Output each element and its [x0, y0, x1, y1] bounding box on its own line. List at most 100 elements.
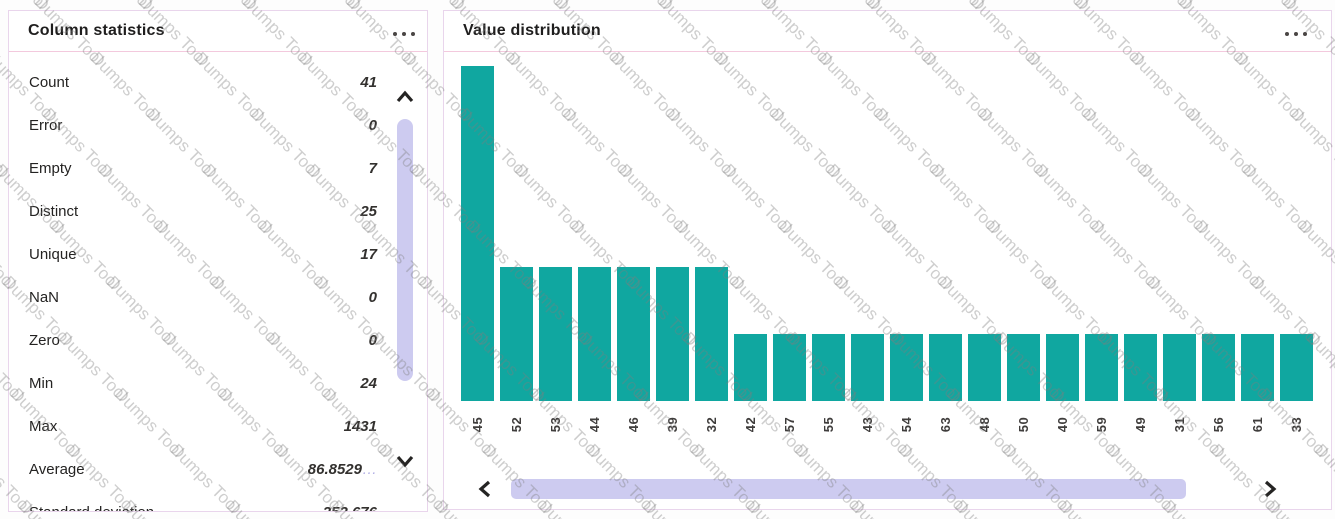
stat-label: Unique — [29, 246, 77, 263]
menu-dot — [402, 32, 406, 36]
distribution-bar[interactable] — [968, 334, 1001, 401]
bar-axis-label: 39 — [665, 416, 680, 432]
ellipsis-icon[interactable] — [393, 32, 415, 36]
stat-label: Standard deviation — [29, 504, 154, 511]
stat-row: Zero 0 — [9, 319, 427, 362]
bar-axis-label: 56 — [1211, 416, 1226, 432]
distribution-bar[interactable] — [734, 334, 767, 401]
vertical-scrollbar-thumb[interactable] — [397, 119, 413, 381]
distribution-bar[interactable] — [500, 267, 533, 401]
bar-axis-label: 45 — [470, 416, 485, 432]
bar-axis-label: 44 — [587, 416, 602, 432]
stat-label: Empty — [29, 160, 72, 177]
stat-value: 0 — [368, 289, 377, 306]
distribution-bar[interactable] — [929, 334, 962, 401]
distribution-bar[interactable] — [656, 267, 689, 401]
column-statistics-header: Column statistics — [9, 11, 427, 52]
bar-axis-label: 33 — [1289, 416, 1304, 432]
bar-axis-label: 52 — [509, 416, 524, 432]
stat-label: Zero — [29, 332, 60, 349]
bar-axis-label: 49 — [1133, 416, 1148, 432]
bar-axis-label: 61 — [1250, 416, 1265, 432]
stat-label: Distinct — [29, 203, 79, 220]
ellipsis-icon[interactable] — [1285, 32, 1307, 36]
menu-dot — [393, 32, 397, 36]
stats-rows: Count 41 Error 0 Empty 7 Distinct 25 Uni… — [9, 61, 427, 511]
stat-label: Error — [29, 117, 63, 134]
truncation-ellipsis: … — [362, 461, 377, 478]
stat-value: 17 — [360, 246, 377, 263]
stat-label: Average — [29, 461, 85, 478]
stat-row: NaN 0 — [9, 276, 427, 319]
distribution-bar[interactable] — [1163, 334, 1196, 401]
distribution-bar[interactable] — [1280, 334, 1313, 401]
watermark-text: Dumps Tool — [0, 0, 4, 69]
stat-row: Unique 17 — [9, 233, 427, 276]
bar-axis-label: 32 — [704, 416, 719, 432]
horizontal-scrollbar-thumb[interactable] — [511, 479, 1186, 499]
stat-value: 41 — [360, 74, 377, 91]
chevron-right-icon[interactable] — [1262, 478, 1278, 500]
distribution-bar[interactable] — [461, 66, 494, 401]
stat-label: NaN — [29, 289, 60, 306]
stat-value: 1431 — [343, 418, 377, 435]
stat-row: Error 0 — [9, 104, 427, 147]
chevron-up-icon[interactable] — [394, 89, 416, 105]
column-statistics-panel: Column statistics Count 41 Error 0 Empty… — [8, 10, 428, 512]
distribution-bar[interactable] — [1007, 334, 1040, 401]
menu-dot — [1285, 32, 1289, 36]
distribution-bar[interactable] — [812, 334, 845, 401]
distribution-bar[interactable] — [1202, 334, 1235, 401]
menu-dot — [1294, 32, 1298, 36]
distribution-bar[interactable] — [539, 267, 572, 401]
stat-row: Max 1431 — [9, 405, 427, 448]
bar-axis-label: 63 — [938, 416, 953, 432]
bar-axis-label: 50 — [1016, 416, 1031, 432]
distribution-bar[interactable] — [578, 267, 611, 401]
distribution-bar[interactable] — [617, 267, 650, 401]
stat-row: Distinct 25 — [9, 190, 427, 233]
distribution-bar[interactable] — [890, 334, 923, 401]
menu-dot — [411, 32, 415, 36]
bar-axis-label: 54 — [899, 416, 914, 432]
distribution-bar[interactable] — [695, 267, 728, 401]
stat-row: Empty 7 — [9, 147, 427, 190]
distribution-bar[interactable] — [1085, 334, 1118, 401]
distribution-bar[interactable] — [1046, 334, 1079, 401]
bar-axis-label: 53 — [548, 416, 563, 432]
distribution-bar[interactable] — [851, 334, 884, 401]
bar-axis-label: 48 — [977, 416, 992, 432]
chevron-left-icon[interactable] — [477, 478, 493, 500]
bar-axis-label: 57 — [782, 416, 797, 432]
bar-axis-label: 59 — [1094, 416, 1109, 432]
stat-label: Max — [29, 418, 58, 435]
bar-axis-label: 31 — [1172, 416, 1187, 432]
value-distribution-header: Value distribution — [444, 11, 1331, 52]
column-statistics-title: Column statistics — [28, 22, 165, 39]
value-distribution-chart: 45 52 53 44 46 39 32 42 57 55 43 54 63 48 50 40 59 49 31 56… — [444, 53, 1331, 509]
chevron-down-icon[interactable] — [394, 453, 416, 469]
bar-axis-label: 40 — [1055, 416, 1070, 432]
value-distribution-panel: Value distribution 45 52 53 44 46 39 32 42 57 55 4… — [443, 10, 1332, 510]
bar-axis-label: 42 — [743, 416, 758, 432]
stat-row: Min 24 — [9, 362, 427, 405]
stat-label: Min — [29, 375, 54, 392]
menu-dot — [1303, 32, 1307, 36]
stat-row: Average 86.8529… — [9, 448, 427, 491]
distribution-bar[interactable] — [773, 334, 806, 401]
stat-row: Standard deviation 252.676 — [9, 491, 427, 511]
value-distribution-title: Value distribution — [463, 22, 601, 39]
stat-value: 24 — [360, 375, 377, 392]
stat-value: 252.676 — [323, 504, 377, 511]
distribution-bar[interactable] — [1124, 334, 1157, 401]
distribution-bar[interactable] — [1241, 334, 1274, 401]
stat-value: 25 — [360, 203, 377, 220]
bar-axis-label: 55 — [821, 416, 836, 432]
stat-value: 0 — [368, 332, 377, 349]
stat-label: Count — [29, 74, 70, 91]
stat-value: 7 — [368, 160, 377, 177]
stat-row: Count 41 — [9, 61, 427, 104]
stat-value: 86.8529… — [307, 461, 377, 478]
bar-axis-label: 46 — [626, 416, 641, 432]
